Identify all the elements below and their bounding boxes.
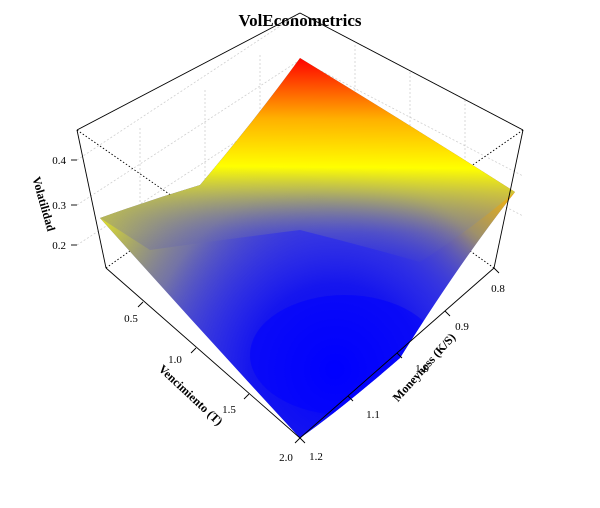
y-tick-label: 1.2 — [309, 451, 323, 463]
y-tick-label: 1.0 — [415, 363, 429, 375]
x-tick-label: 2.0 — [279, 452, 293, 464]
x-axis-label: Vencimiento (T) — [156, 362, 226, 429]
chart-title: VolEconometrics — [238, 11, 361, 30]
z-tick-label: 0.4 — [52, 155, 66, 167]
x-tick-label: 1.5 — [222, 404, 236, 416]
z-tick-label: 0.3 — [52, 200, 66, 212]
y-tick-label: 1.1 — [366, 409, 380, 421]
z-tick-label: 0.2 — [52, 240, 66, 252]
vol-surface — [100, 58, 515, 438]
x-tick-label: 0.5 — [124, 313, 138, 325]
z-axis: 0.4 0.3 0.2 Volatilidad — [29, 155, 77, 252]
y-tick-label: 0.8 — [491, 283, 505, 295]
x-tick-label: 1.0 — [168, 354, 182, 366]
y-tick-label: 0.9 — [455, 321, 469, 333]
